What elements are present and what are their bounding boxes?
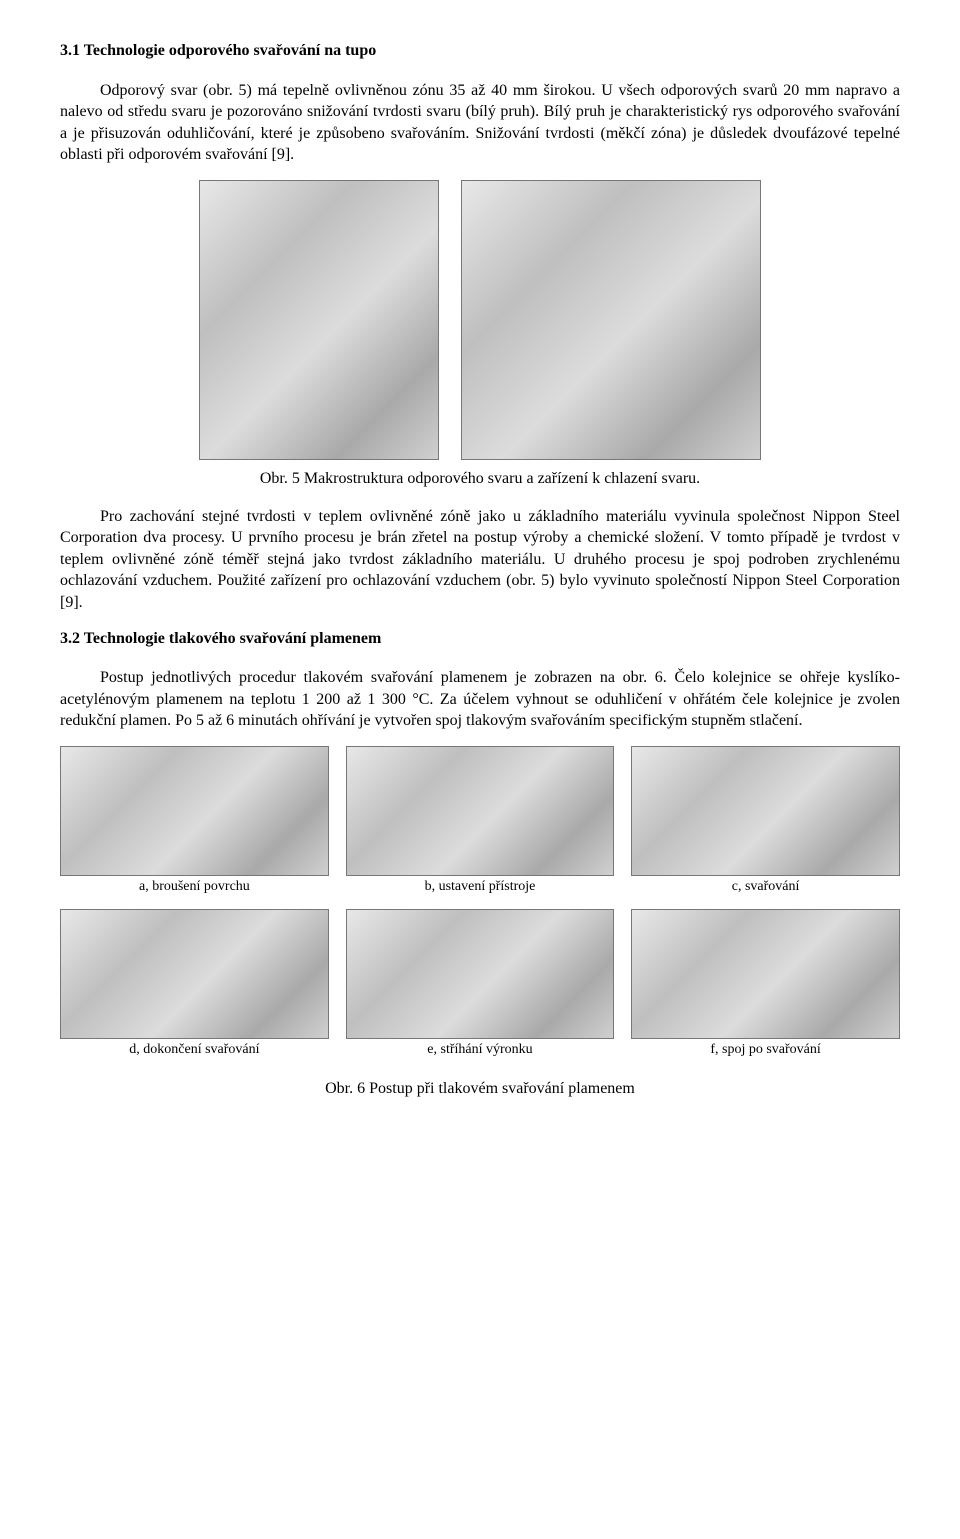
figure-6-image-f: [631, 909, 900, 1039]
figure-6-image-b: [346, 746, 615, 876]
figure-6-caption: Obr. 6 Postup při tlakovém svařování pla…: [60, 1078, 900, 1100]
figure-6-grid: a, broušení povrchu b, ustavení přístroj…: [60, 746, 900, 1072]
figure-6-label-e: e, stříhání výronku: [346, 1039, 615, 1070]
section-3-1-para-2: Pro zachování stejné tvrdosti v teplem o…: [60, 506, 900, 614]
section-3-1-heading: 3.1 Technologie odporového svařování na …: [60, 40, 900, 62]
figure-6-cell-c: c, svařování: [631, 746, 900, 907]
section-3-2-para-1: Postup jednotlivých procedur tlakovém sv…: [60, 667, 900, 732]
figure-6-cell-b: b, ustavení přístroje: [346, 746, 615, 907]
figure-6-cell-a: a, broušení povrchu: [60, 746, 329, 907]
figure-6-label-f: f, spoj po svařování: [631, 1039, 900, 1070]
figure-6-label-b: b, ustavení přístroje: [346, 876, 615, 907]
figure-6-image-c: [631, 746, 900, 876]
section-3-1-para-1: Odporový svar (obr. 5) má tepelně ovlivn…: [60, 80, 900, 166]
figure-6-image-e: [346, 909, 615, 1039]
figure-6-cell-d: d, dokončení svařování: [60, 909, 329, 1070]
figure-5-panel-2: [461, 180, 761, 460]
figure-6-cell-f: f, spoj po svařování: [631, 909, 900, 1070]
section-3-2-heading: 3.2 Technologie tlakového svařování plam…: [60, 628, 900, 650]
figure-6-label-a: a, broušení povrchu: [60, 876, 329, 907]
figure-6-image-a: [60, 746, 329, 876]
figure-6-cell-e: e, stříhání výronku: [346, 909, 615, 1070]
figure-6-image-d: [60, 909, 329, 1039]
figure-5-caption: Obr. 5 Makrostruktura odporového svaru a…: [60, 468, 900, 490]
figure-5-row: [60, 180, 900, 460]
figure-5-panel-1: [199, 180, 439, 460]
figure-6-label-d: d, dokončení svařování: [60, 1039, 329, 1070]
figure-6-label-c: c, svařování: [631, 876, 900, 907]
